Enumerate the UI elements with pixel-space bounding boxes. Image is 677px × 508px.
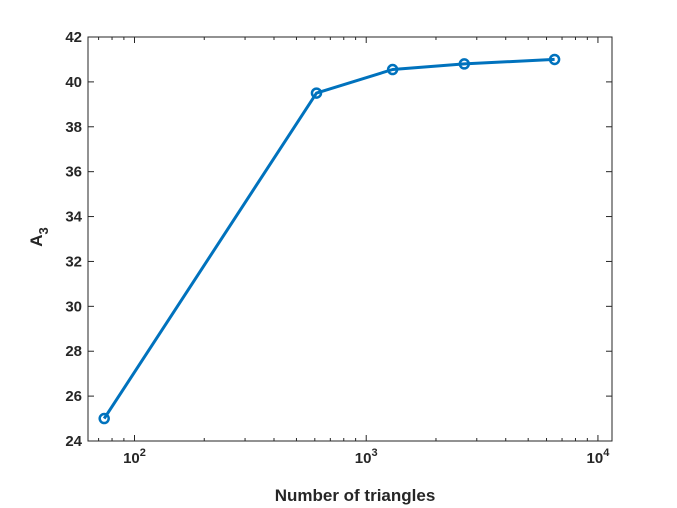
x-tick-label: 103 bbox=[355, 447, 378, 467]
data-point bbox=[458, 58, 471, 70]
y-tick-label: 40 bbox=[65, 74, 82, 91]
y-tick-label: 38 bbox=[65, 119, 82, 136]
y-tick-label: 42 bbox=[65, 29, 82, 46]
y-axis-title: A3 bbox=[27, 227, 51, 247]
y-tick-label: 36 bbox=[65, 164, 82, 181]
x-tick-label-base: 10 bbox=[587, 450, 604, 467]
y-axis-title-base: A bbox=[27, 234, 46, 246]
x-tick-label-exponent: 4 bbox=[603, 447, 610, 459]
y-tick-label: 28 bbox=[65, 343, 82, 360]
series-layer bbox=[98, 53, 561, 425]
x-axis-title: Number of triangles bbox=[275, 486, 436, 505]
y-tick-label: 24 bbox=[65, 433, 82, 450]
x-tick-label-base: 10 bbox=[123, 450, 140, 467]
data-point bbox=[98, 412, 110, 425]
data-point bbox=[548, 53, 561, 66]
x-tick-label-exponent: 2 bbox=[140, 447, 146, 459]
x-tick-label: 104 bbox=[587, 447, 611, 467]
data-point bbox=[310, 87, 323, 99]
x-tick-label: 102 bbox=[123, 447, 146, 467]
series-line bbox=[102, 57, 555, 420]
y-tick-label: 34 bbox=[65, 209, 82, 226]
y-tick-label: 26 bbox=[65, 388, 82, 405]
x-tick-label-base: 10 bbox=[355, 450, 372, 467]
x-tick-label-exponent: 3 bbox=[371, 447, 377, 459]
axes-box bbox=[87, 36, 613, 442]
y-axis-title-subscript: 3 bbox=[36, 227, 51, 234]
y-axis-ticks: 24 26 28 30 32 34 36 38 40 42 bbox=[65, 29, 612, 450]
data-point bbox=[386, 63, 399, 76]
x-axis-ticks: 102 103 104 bbox=[98, 37, 611, 467]
y-tick-label: 30 bbox=[65, 298, 82, 315]
plot-area bbox=[87, 36, 613, 442]
y-tick-label: 32 bbox=[65, 253, 82, 270]
